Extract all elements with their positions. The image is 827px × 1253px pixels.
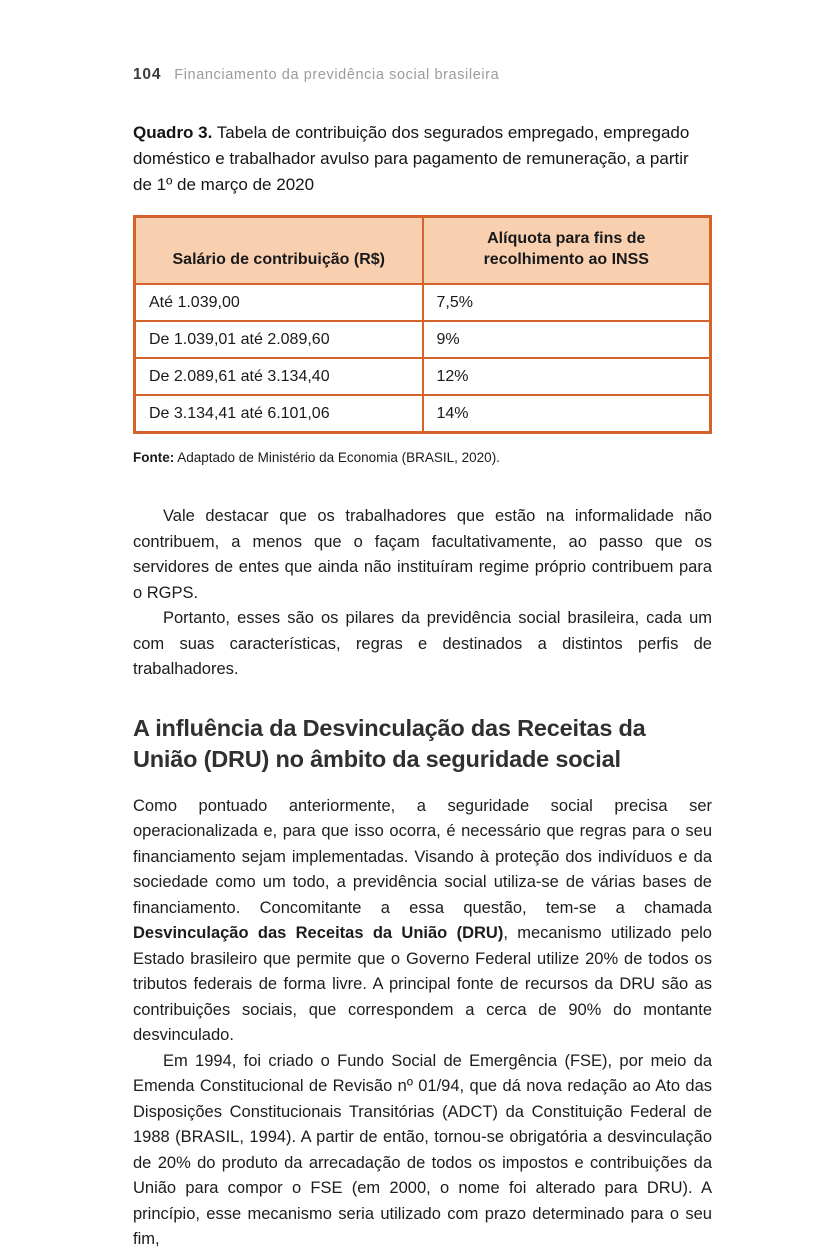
page-number: 104 xyxy=(133,66,162,83)
salary-range-cell: De 3.134,41 até 6.101,06 xyxy=(133,394,424,434)
rate-cell: 14% xyxy=(421,394,712,434)
table-caption-text: Tabela de contribuição dos segurados emp… xyxy=(133,123,690,194)
contribution-table-body: Até 1.039,00 7,5% De 1.039,01 até 2.089,… xyxy=(133,283,712,434)
rate-cell: 9% xyxy=(421,320,712,359)
body-paragraph-4: Em 1994, foi criado o Fundo Social de Em… xyxy=(133,1051,712,1249)
table-row: De 3.134,41 até 6.101,06 14% xyxy=(133,394,712,434)
rate-cell: 7,5% xyxy=(421,283,712,322)
contribution-table-head: Salário de contribuição (R$) Alíquota pa… xyxy=(133,215,712,285)
body-paragraph-2: Portanto, esses são os pilares da previd… xyxy=(133,609,712,678)
column-header-rate: Alíquota para fins de recolhimento ao IN… xyxy=(421,215,712,285)
table-row: Até 1.039,00 7,5% xyxy=(133,283,712,322)
table-source-text: Adaptado de Ministério da Economia (BRAS… xyxy=(174,450,500,465)
dru-bold-term: Desvinculação das Receitas da União (DRU… xyxy=(133,924,504,942)
table-row: De 2.089,61 até 3.134,40 12% xyxy=(133,357,712,396)
running-title: Financiamento da previdência social bras… xyxy=(174,67,500,83)
table-caption: Quadro 3. Tabela de contribuição dos seg… xyxy=(133,120,712,198)
salary-range-cell: De 2.089,61 até 3.134,40 xyxy=(133,357,424,396)
table-source-label: Fonte: xyxy=(133,450,175,465)
salary-range-cell: Até 1.039,00 xyxy=(133,283,424,322)
table-row: De 1.039,01 até 2.089,60 9% xyxy=(133,320,712,359)
column-header-salary: Salário de contribuição (R$) xyxy=(133,215,424,285)
body-paragraph-3-text-cont: , mecanismo utilizado pelo Estado brasil… xyxy=(133,924,712,1044)
body-paragraph-1: Vale destacar que os trabalhadores que e… xyxy=(133,507,712,602)
contribution-table: Salário de contribuição (R$) Alíquota pa… xyxy=(133,215,712,434)
document-page: 104 Financiamento da previdência social b… xyxy=(133,66,712,1248)
table-caption-label: Quadro 3. xyxy=(133,123,213,142)
rate-cell: 12% xyxy=(421,357,712,396)
running-head: 104 Financiamento da previdência social b… xyxy=(133,66,712,84)
section-heading: A influência da Desvinculação das Receit… xyxy=(133,714,646,772)
table-source-note: Fonte: Adaptado de Ministério da Economi… xyxy=(133,449,712,467)
table-header-row: Salário de contribuição (R$) Alíquota pa… xyxy=(133,215,712,285)
body-paragraph-3-text: Como pontuado anteriormente, a seguridad… xyxy=(133,796,712,917)
body-paragraph-3: Como pontuado anteriormente, a seguridad… xyxy=(133,794,712,1049)
salary-range-cell: De 1.039,01 até 2.089,60 xyxy=(133,320,424,359)
